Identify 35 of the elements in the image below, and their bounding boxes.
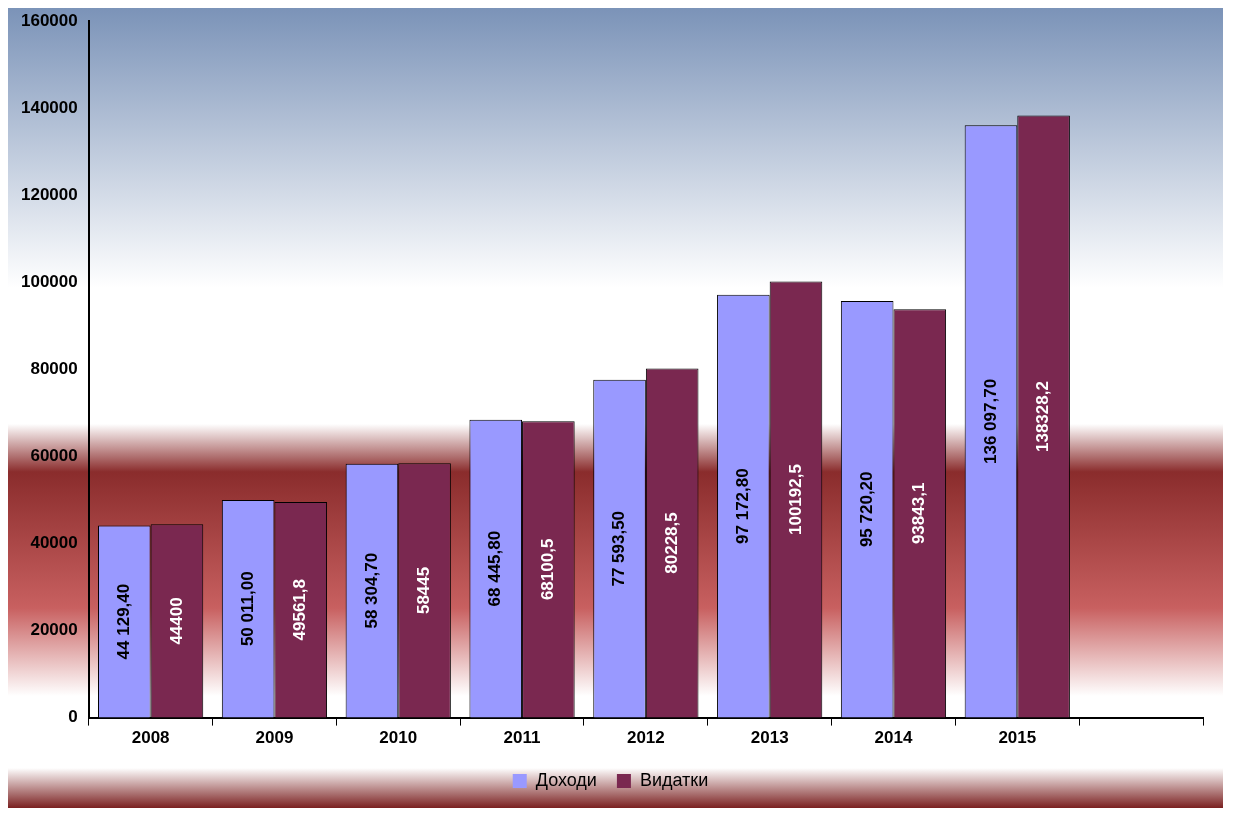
legend-label: Видатки [639, 769, 709, 790]
data-label: 50 011,00 [237, 571, 257, 647]
y-tick-label: 140000 [20, 97, 78, 117]
data-label: 44400 [166, 597, 186, 645]
data-label: 93843,1 [909, 482, 929, 545]
data-label: 68 445,80 [485, 530, 505, 607]
y-tick-label: 100000 [20, 272, 78, 292]
data-label: 68100,5 [538, 538, 558, 601]
y-tick-label: 20000 [30, 620, 78, 640]
x-tick-label: 2012 [626, 728, 665, 748]
y-tick-label: 0 [68, 707, 78, 727]
x-tick-label: 2014 [874, 728, 913, 748]
data-label: 44 129,40 [114, 583, 134, 660]
x-tick-label: 2015 [998, 728, 1037, 748]
y-tick-label: 60000 [30, 446, 78, 466]
y-tick-label: 40000 [30, 533, 78, 553]
data-label: 49561,8 [290, 579, 310, 641]
x-tick-label: 2010 [379, 728, 418, 748]
y-tick-label: 160000 [20, 10, 78, 30]
x-tick-label: 2011 [503, 728, 541, 748]
data-label: 136 097,70 [980, 378, 1000, 464]
data-label: 58445 [414, 566, 434, 615]
data-label: 100192,5 [785, 464, 805, 536]
x-tick-label: 2013 [750, 728, 789, 748]
data-label: 138328,2 [1033, 381, 1053, 453]
x-tick-label: 2009 [255, 728, 294, 748]
y-tick-label: 80000 [30, 359, 78, 379]
data-label: 77 593,50 [609, 510, 629, 587]
legend-label: Доходи [535, 769, 597, 790]
data-label: 80228,5 [661, 512, 681, 574]
data-label: 97 172,80 [733, 468, 753, 544]
x-tick-label: 2008 [131, 728, 170, 748]
y-tick-label: 120000 [20, 184, 78, 204]
data-label: 58 304,70 [361, 552, 381, 629]
data-label: 95 720,20 [856, 471, 876, 548]
